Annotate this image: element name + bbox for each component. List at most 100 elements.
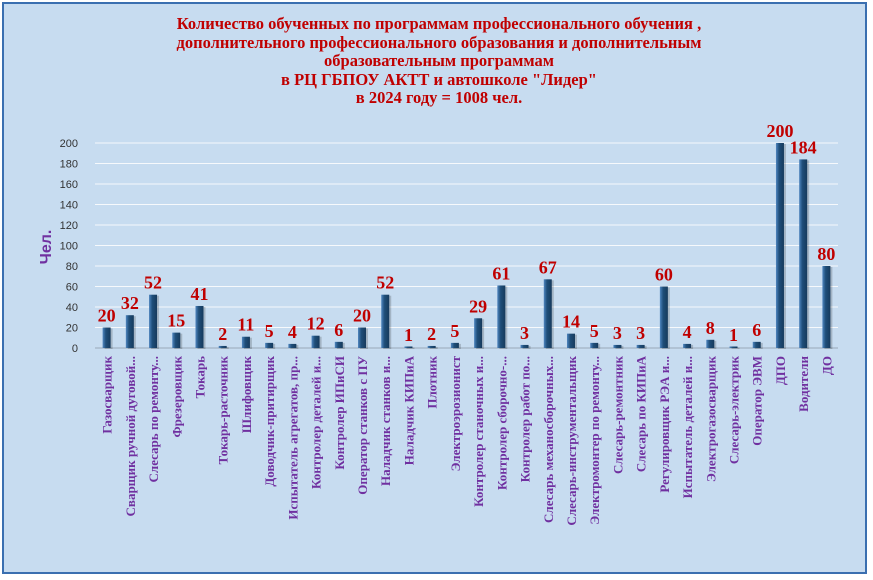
bar (125, 315, 134, 348)
data-label: 3 (636, 323, 645, 343)
chart-title-line-5: в 2024 году = 1008 чел. (355, 88, 523, 107)
bar (543, 279, 552, 348)
data-label: 15 (167, 311, 185, 331)
y-axis-label: Чел. (38, 230, 55, 265)
data-label: 67 (539, 257, 557, 277)
category-label: Фрезеровщик (169, 355, 184, 437)
category-label: Сварщик ручной дуговой... (123, 356, 138, 516)
data-label: 5 (265, 321, 274, 341)
data-label: 3 (520, 323, 529, 343)
bar (358, 327, 367, 348)
bar (381, 294, 390, 348)
y-tick-label: 80 (66, 261, 78, 273)
data-label: 4 (683, 322, 692, 342)
data-label: 60 (655, 265, 673, 285)
y-tick-label: 0 (72, 343, 78, 355)
chart-title-line-2: дополнительного профессионального образо… (176, 32, 702, 52)
chart-title-line-1: Количество обученных по программам профе… (176, 14, 702, 33)
bar (172, 332, 181, 348)
category-label: Испытатель деталей и... (680, 356, 695, 498)
y-tick-label: 20 (66, 323, 78, 335)
bar (288, 343, 297, 348)
data-label: 4 (288, 322, 297, 342)
category-label: Газосварщик (100, 356, 115, 434)
bar (775, 143, 784, 348)
category-label: Электромонтер по ремонту... (587, 356, 602, 525)
data-label: 11 (237, 315, 254, 335)
bar (241, 336, 250, 348)
data-label: 200 (766, 121, 793, 141)
bar (799, 159, 808, 348)
chart-background: Количество обученных по программам профе… (2, 2, 867, 574)
bar (822, 266, 831, 348)
category-label: Наладчик станков и... (378, 356, 393, 486)
category-label: Водители (796, 356, 811, 412)
category-label: Слесарь-инструментальщик (564, 356, 579, 526)
y-tick-label: 100 (60, 241, 78, 253)
data-label: 52 (144, 273, 162, 293)
y-tick-label: 40 (66, 302, 78, 314)
category-label: Контролер станочных и... (471, 356, 486, 507)
y-tick-label: 200 (60, 138, 78, 150)
chart-title-line-4: в РЦ ГБПОУ АКТТ и автошколе "Лидер" (281, 69, 597, 89)
data-label: 3 (613, 323, 622, 343)
category-label: Доводчик-притирщик (262, 355, 277, 486)
y-tick-label: 140 (60, 200, 78, 212)
data-label: 52 (376, 273, 394, 293)
category-label: Оператор станков с ПУ (355, 356, 370, 495)
category-label: Слесарь-ремонтник (610, 356, 625, 475)
data-label: 5 (590, 321, 599, 341)
bar (636, 344, 645, 348)
y-tick-label: 120 (60, 220, 78, 232)
bar (218, 345, 227, 348)
category-label: Оператор ЭВМ (750, 356, 765, 446)
category-label: Контролер сборочно-... (494, 356, 509, 490)
data-label: 41 (190, 284, 208, 304)
category-label: Плотник (425, 355, 440, 408)
bar (613, 344, 622, 348)
category-label: Электрогазосварщик (703, 356, 718, 483)
category-label: Токарь (192, 356, 207, 399)
bar (659, 286, 668, 348)
category-label: Испытатель агрегатов, пр... (285, 356, 300, 520)
bar (195, 305, 204, 348)
bar-shadow (406, 347, 415, 349)
bar (149, 294, 158, 348)
data-label: 80 (817, 244, 835, 264)
data-label: 61 (492, 263, 510, 283)
data-label: 32 (121, 293, 139, 313)
data-label: 1 (404, 325, 413, 345)
data-label: 1 (729, 325, 738, 345)
bar (706, 339, 715, 348)
y-tick-label: 180 (60, 159, 78, 171)
bar (497, 285, 506, 348)
category-label: Электроэрозионист (448, 355, 463, 471)
category-label: Слесарь по ремонту... (146, 356, 161, 482)
category-label: Наладчик КИПиА (401, 355, 416, 465)
bar (102, 327, 111, 348)
data-label: 184 (790, 137, 817, 157)
bar (566, 333, 575, 348)
chart-title: Количество обученных по программам профе… (64, 14, 814, 108)
category-label: Контролер ИПиСИ (332, 356, 347, 470)
category-label: Шлифовщик (239, 356, 254, 434)
data-label: 20 (353, 306, 371, 326)
bar (265, 342, 274, 348)
data-label: 12 (307, 314, 325, 334)
data-label: 2 (218, 324, 227, 344)
data-label: 20 (98, 306, 116, 326)
y-tick-label: 60 (66, 282, 78, 294)
bar (729, 346, 738, 348)
category-label: Контролер работ по... (518, 356, 533, 482)
chart-title-line-3: образовательным программам (324, 51, 554, 70)
bar (311, 335, 320, 348)
category-label: ДПО (773, 356, 788, 385)
bar (752, 341, 761, 348)
bar-shadow (731, 347, 740, 349)
data-label: 6 (752, 320, 761, 340)
bar (427, 345, 436, 348)
category-label: Регулировщик РЭА и... (657, 356, 672, 493)
data-label: 14 (562, 312, 580, 332)
bar (520, 344, 529, 348)
